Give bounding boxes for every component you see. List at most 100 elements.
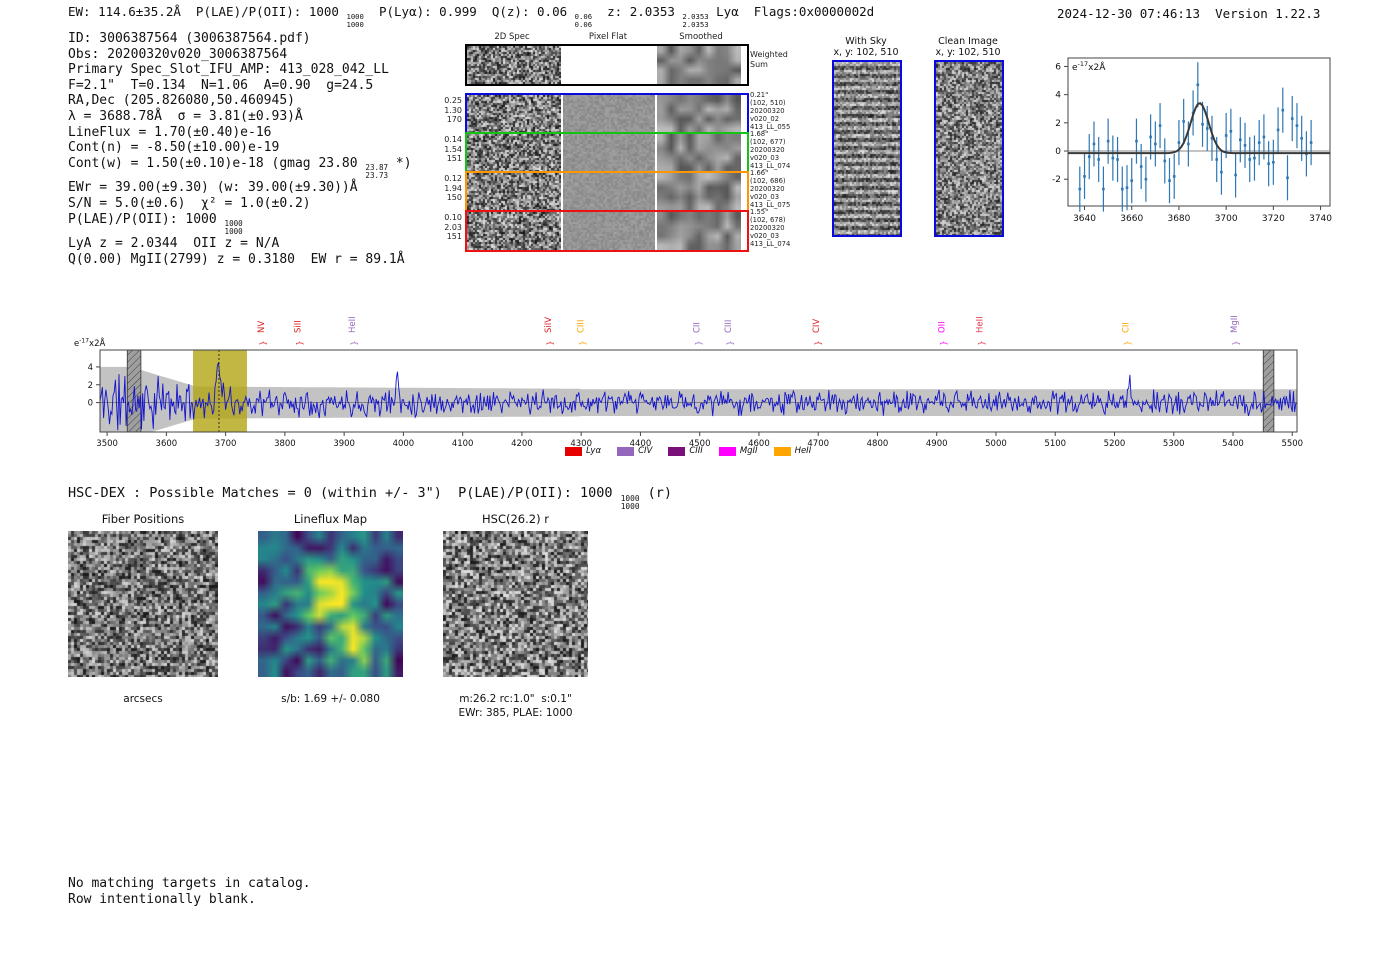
svg-text:5200: 5200 <box>1104 439 1126 449</box>
spec2d-image <box>467 134 561 172</box>
spec2d-row <box>465 44 749 86</box>
svg-text:4800: 4800 <box>867 439 889 449</box>
emission-line-label: NV <box>257 321 267 333</box>
spec2d-image <box>467 173 561 211</box>
stacked-fraction: 23.87 23.73 <box>365 163 389 181</box>
svg-text:e-17x2Å: e-17x2Å <box>1072 60 1106 73</box>
header-timestamp-version: 2024-12-30 07:46:13 Version 1.22.3 <box>1057 6 1320 21</box>
emission-line-bracket: { <box>814 340 823 345</box>
candidate-info-block: ID: 3006387564 (3006387564.pdf) Obs: 2020… <box>68 31 412 267</box>
legend-swatch <box>718 446 736 456</box>
svg-text:4200: 4200 <box>511 439 533 449</box>
spec2d-image <box>467 46 561 84</box>
emission-line-bracket: { <box>579 340 588 345</box>
spec2d-row-left-labels: 0.14 1.54 151 <box>444 135 462 163</box>
spec2d-image <box>467 212 561 250</box>
cutout-image <box>443 531 588 677</box>
legend-label: HeII <box>794 446 812 456</box>
legend-item: CIII <box>668 446 703 456</box>
spec2d-column-header: Pixel Flat <box>588 32 628 42</box>
info-line: LineFlux = 1.70(±0.40)e-16 <box>68 124 272 140</box>
legend-swatch <box>565 446 582 456</box>
emission-line-label: CIII <box>577 320 587 333</box>
svg-text:0: 0 <box>1055 147 1061 157</box>
info-line: Obs: 20200320v020_3006387564 <box>68 46 288 62</box>
legend-swatch <box>668 446 686 456</box>
svg-text:4600: 4600 <box>748 439 770 449</box>
stacked-fraction: 1000 1000 <box>346 12 364 30</box>
emission-line-bracket: { <box>977 340 986 345</box>
with-sky-image <box>832 60 902 237</box>
svg-text:3740: 3740 <box>1309 214 1332 224</box>
spec2d-column-header: 2D Spec <box>494 32 530 42</box>
emission-line-bracket: { <box>546 340 555 345</box>
spectrum-legend: Lyα CIV CIII MgII HeII <box>565 446 811 456</box>
legend-label: CIV <box>638 446 653 456</box>
clean-image <box>934 60 1004 237</box>
stacked-fraction: 1000 1000 <box>620 493 640 511</box>
info-line: LyA z = 2.0344 OII z = N/A <box>68 236 280 252</box>
spec2d-row <box>465 93 749 135</box>
svg-text:5000: 5000 <box>985 439 1007 449</box>
legend-item: MgII <box>718 446 758 456</box>
emission-line-label: CII <box>1122 322 1132 333</box>
svg-text:2: 2 <box>1055 119 1061 129</box>
svg-text:5500: 5500 <box>1281 439 1303 449</box>
emission-line-label: CII <box>693 322 703 333</box>
svg-text:4300: 4300 <box>570 439 592 449</box>
svg-text:4: 4 <box>1055 91 1061 101</box>
footer-line: Row intentionally blank. <box>68 891 256 907</box>
line-fit-chart: 3640 3660 3680 3700 3720 3740 -2 0 2 4 6 e-17x2Å <box>1052 57 1332 224</box>
svg-text:5400: 5400 <box>1222 439 1244 449</box>
svg-text:4900: 4900 <box>926 439 948 449</box>
info-line: S/N = 5.0(±0.6) χ² = 1.0(±0.2) <box>68 196 311 212</box>
emission-line-bracket: { <box>350 340 359 345</box>
version-label: Version 1.22.3 <box>1215 6 1321 21</box>
stacked-fraction: 1000 1000 <box>224 219 243 237</box>
svg-text:4100: 4100 <box>452 439 474 449</box>
cutout-title: HSC(26.2) r <box>482 512 549 526</box>
svg-text:3900: 3900 <box>333 439 355 449</box>
svg-text:2: 2 <box>88 381 93 391</box>
spec2d-row <box>465 210 749 252</box>
pixel-flat-image <box>563 95 655 133</box>
info-line: Primary Spec_Slot_IFU_AMP: 413_028_042_L… <box>68 62 389 78</box>
spec2d-row-right-labels: 1.55" (102, 678) 20200320 v020_03 413_LL_074 <box>750 208 791 248</box>
emission-line-label: CIII <box>724 320 734 333</box>
emission-line-bracket: { <box>259 340 268 345</box>
spec2d-row-right-labels: 1.68" (102, 677) 20200320 v020_03 413_LL_074 <box>750 130 791 170</box>
header-summary: EW: 114.6±35.2Å P(LAE)/P(OII): 1000 1000… <box>68 4 875 30</box>
lineflux-map-image <box>258 531 403 677</box>
spec2d-column-header: Smoothed <box>679 32 723 42</box>
spec2d-row-right-labels: Weighted Sum <box>750 50 788 69</box>
timestamp: 2024-12-30 07:46:13 <box>1057 6 1200 21</box>
svg-text:4500: 4500 <box>689 439 711 449</box>
info-line: λ = 3688.78Å σ = 3.81(±0.93)Å <box>68 108 303 124</box>
smoothed-image <box>657 134 741 172</box>
legend-label: MgII <box>739 446 758 456</box>
emission-line-bracket: { <box>1124 340 1133 345</box>
smoothed-image <box>657 46 741 84</box>
info-line: Cont(n) = -8.50(±10.00)e-19 <box>68 140 280 156</box>
svg-text:3640: 3640 <box>1073 214 1096 224</box>
svg-text:3660: 3660 <box>1120 214 1143 224</box>
emission-line-bracket: { <box>1232 340 1241 345</box>
svg-text:3500: 3500 <box>96 439 118 449</box>
pixel-flat-image <box>563 46 655 84</box>
cutout-image <box>68 531 218 677</box>
sky-panel-title: Clean Image x, y: 102, 510 <box>935 36 1001 58</box>
info-line: EWr = 39.00(±9.30) (w: 39.00(±9.30))Å <box>68 180 358 196</box>
svg-text:0: 0 <box>88 399 93 409</box>
legend-item: Lyα <box>565 446 601 456</box>
emission-line-label: SiII <box>293 320 303 333</box>
cutout-xlabel: arcsecs <box>123 693 163 705</box>
svg-text:e-17x2Å: e-17x2Å <box>74 337 105 349</box>
emission-line-label: SiIV <box>544 317 554 333</box>
hsc-match-heading: HSC-DEX : Possible Matches = 0 (within +… <box>68 485 673 511</box>
svg-text:4400: 4400 <box>630 439 652 449</box>
emission-line-label: MgII <box>1230 315 1240 333</box>
legend-swatch <box>617 446 635 456</box>
cutout-xlabel: s/b: 1.69 +/- 0.080 <box>281 693 380 705</box>
emission-line-bracket: { <box>939 340 948 345</box>
